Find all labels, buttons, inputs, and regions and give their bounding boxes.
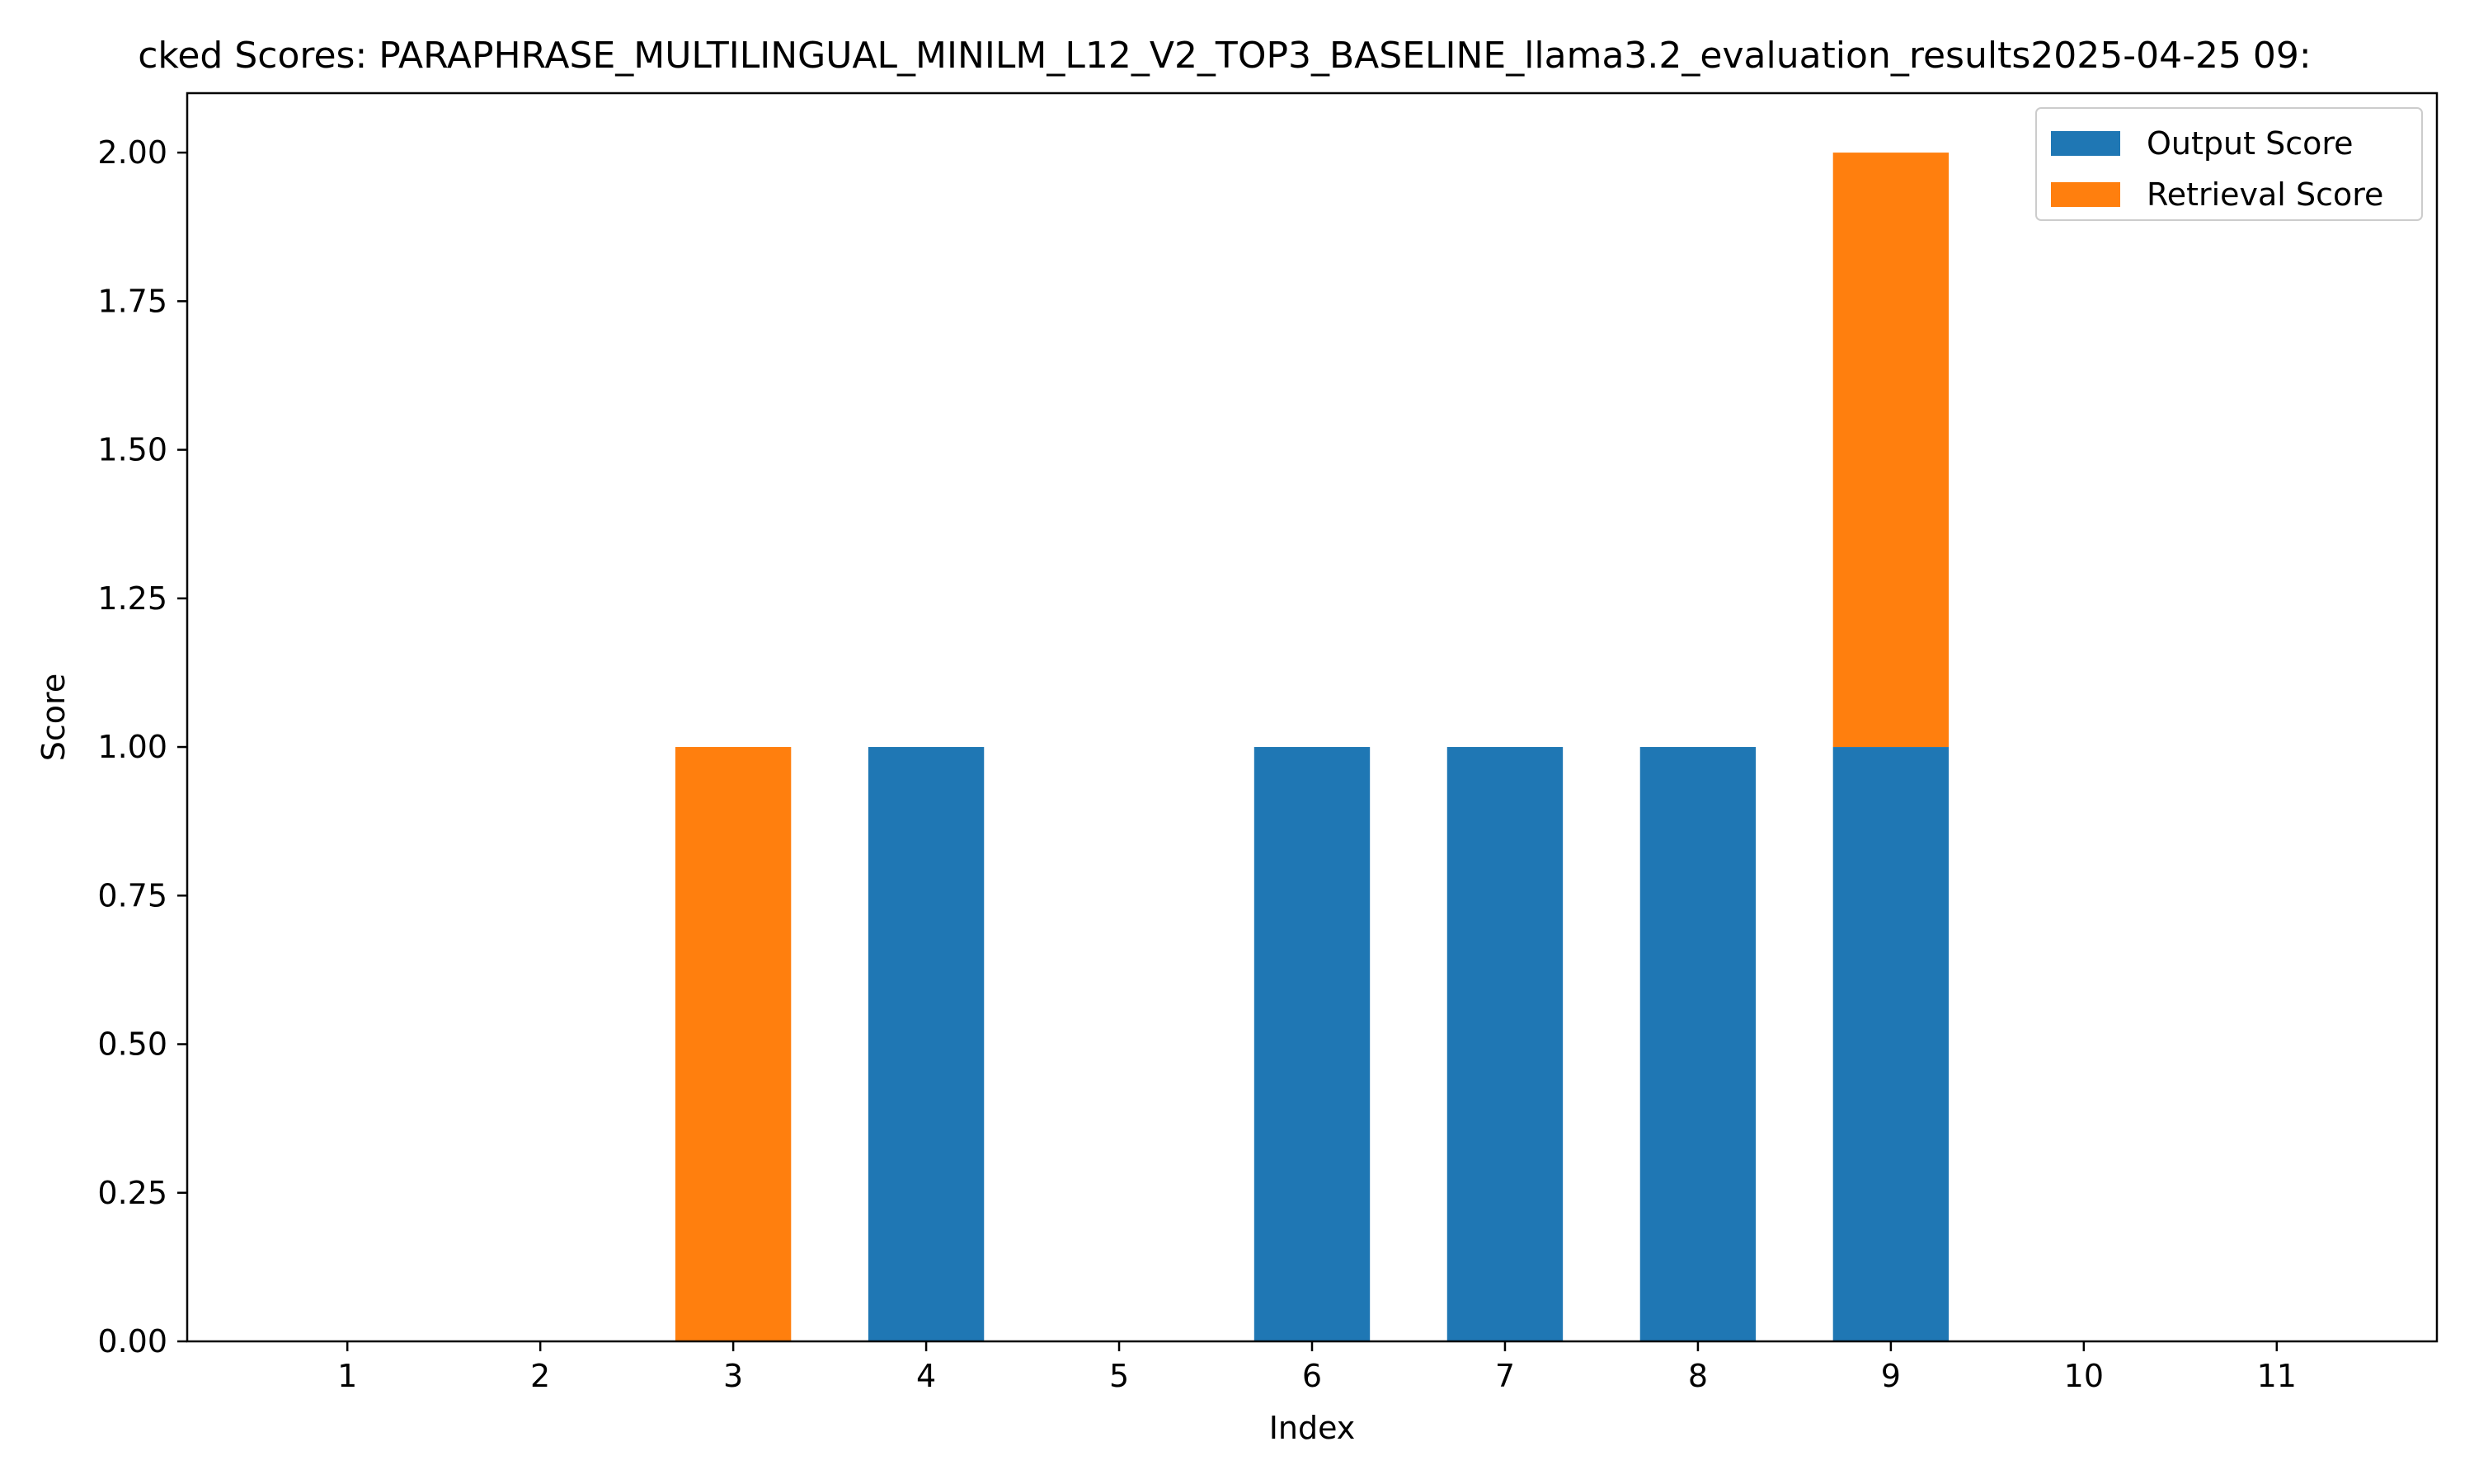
legend-swatch-retrieval-score (2051, 182, 2120, 207)
legend-swatch-output-score (2051, 131, 2120, 156)
x-tick-label: 4 (916, 1358, 936, 1394)
bar-output-score-8 (1639, 747, 1757, 1341)
legend-label: Retrieval Score (2147, 176, 2383, 213)
y-axis-ticks: 0.00 0.25 0.50 0.75 1.00 1.25 1.50 1.75 2.00 (97, 134, 187, 1360)
legend-entries: Output Score Retrieval Score (2051, 125, 2383, 213)
y-tick-label: 1.00 (97, 729, 167, 765)
legend-box (2035, 107, 2423, 221)
x-tick-label: 10 (2064, 1358, 2104, 1394)
x-axis-ticks: 1 2 3 4 5 6 7 8 9 10 11 (337, 1341, 2297, 1394)
y-tick-label: 0.50 (97, 1026, 167, 1063)
x-tick-label: 3 (723, 1358, 743, 1394)
x-tick-label: 9 (1881, 1358, 1901, 1394)
bars-layer (675, 153, 1950, 1341)
y-tick-label: 0.75 (97, 877, 167, 913)
bar-output-score-6 (1253, 747, 1371, 1341)
x-tick-label: 6 (1302, 1358, 1322, 1394)
x-tick-label: 1 (337, 1358, 357, 1394)
x-tick-label: 11 (2257, 1358, 2297, 1394)
bar-output-score-7 (1446, 747, 1564, 1341)
x-tick-label: 5 (1109, 1358, 1129, 1394)
bar-retrieval-score-9 (1832, 153, 1950, 748)
legend-label: Output Score (2147, 125, 2354, 162)
legend: Output Score Retrieval Score (2035, 107, 2423, 221)
bar-retrieval-score-3 (675, 747, 792, 1341)
bar-output-score-9 (1832, 747, 1950, 1341)
x-tick-label: 2 (530, 1358, 550, 1394)
y-tick-label: 1.50 (97, 432, 167, 468)
chart-title: cked Scores: PARAPHRASE_MULTILINGUAL_MIN… (138, 35, 2312, 77)
bar-output-score-4 (868, 747, 985, 1341)
x-tick-label: 8 (1688, 1358, 1708, 1394)
x-axis-label: Index (1269, 1410, 1356, 1446)
y-tick-label: 2.00 (97, 134, 167, 171)
y-axis-label: Score (35, 674, 72, 761)
x-tick-label: 7 (1495, 1358, 1515, 1394)
y-tick-label: 0.25 (97, 1175, 167, 1211)
y-tick-label: 1.25 (97, 580, 167, 617)
y-tick-label: 0.00 (97, 1323, 167, 1360)
y-tick-label: 1.75 (97, 283, 167, 319)
